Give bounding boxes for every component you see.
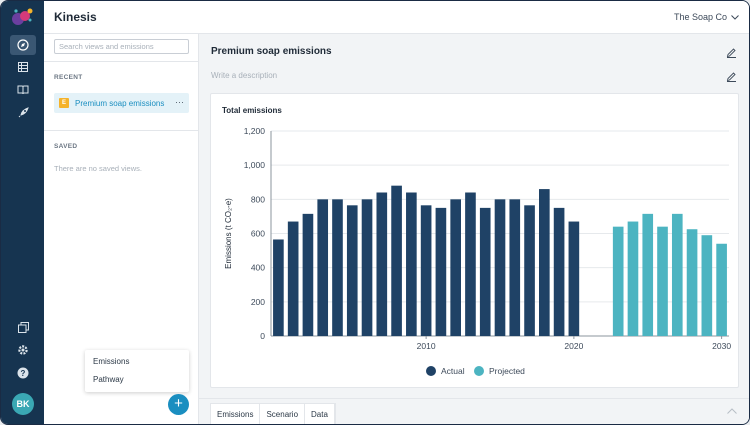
view-title: Premium soap emissions	[211, 46, 332, 57]
view-tabs: Emissions Scenario Data	[210, 403, 336, 424]
bar-projected	[657, 226, 668, 336]
divider	[44, 61, 199, 62]
y-tick-label: 200	[251, 297, 265, 307]
bar-actual	[302, 213, 314, 336]
x-tick-label: 2010	[417, 341, 436, 351]
y-tick-label: 0	[260, 331, 265, 341]
bar-projected	[612, 226, 624, 336]
recent-view-item[interactable]: E Premium soap emissions ···	[54, 93, 189, 113]
org-switcher[interactable]: The Soap Co	[674, 12, 739, 22]
bar-actual	[539, 189, 550, 336]
gear-icon	[18, 345, 28, 355]
top-bar: Kinesis The Soap Co	[44, 1, 749, 34]
rail-help-button[interactable]: ?	[10, 363, 36, 383]
y-tick-label: 400	[251, 263, 265, 273]
svg-text:?: ?	[21, 369, 26, 378]
chart-title: Total emissions	[222, 106, 282, 115]
chevron-up-icon[interactable]	[727, 408, 737, 414]
description-field[interactable]: Write a description	[211, 71, 278, 80]
y-axis-label: Emissions (t CO₂-e)	[224, 198, 233, 269]
bar-actual	[346, 205, 358, 336]
kinesis-logo	[12, 8, 33, 25]
bar-actual	[332, 199, 343, 336]
y-tick-label: 600	[251, 229, 265, 239]
rail-book-button[interactable]	[10, 80, 36, 100]
bar-actual	[391, 185, 402, 336]
legend-label-projected: Projected	[489, 366, 525, 376]
bar-actual	[524, 205, 535, 336]
emissions-chart: 0 200 400 600 800 1,000 1,200 2010 2020 2030 Emiss…	[224, 126, 731, 376]
layers-icon	[17, 321, 29, 333]
main-content: Premium soap emissions Write a descripti…	[199, 34, 749, 424]
recent-heading: RECENT	[54, 74, 83, 81]
menu-item-emissions[interactable]: Emissions	[93, 357, 130, 366]
y-tick-label: 1,200	[244, 126, 266, 136]
org-name: The Soap Co	[673, 12, 727, 22]
chevron-down-icon	[731, 14, 739, 20]
bar-actual	[465, 192, 476, 336]
bar-actual	[361, 199, 373, 336]
rail-settings-button[interactable]	[10, 340, 36, 360]
y-tick-label: 800	[251, 194, 265, 204]
rail-explore-button[interactable]	[10, 35, 36, 55]
bar-projected	[716, 243, 727, 336]
divider	[44, 130, 199, 131]
rocket-icon	[18, 107, 29, 118]
emissions-badge-icon: E	[59, 98, 69, 108]
nav-rail: ? BK	[1, 1, 44, 424]
tab-emissions[interactable]: Emissions	[211, 404, 261, 424]
saved-heading: SAVED	[54, 143, 78, 150]
legend-swatch-projected	[474, 366, 484, 376]
table-icon	[18, 62, 28, 72]
search-input[interactable]	[54, 39, 189, 54]
bar-projected	[701, 235, 713, 336]
saved-empty-text: There are no saved views.	[54, 164, 142, 173]
tab-scenario[interactable]: Scenario	[260, 404, 306, 424]
chart-card: Total emissions 0 200 400 600 800 1,000 1,200 2…	[210, 93, 739, 388]
rail-rocket-button[interactable]	[10, 103, 36, 123]
edit-title-icon[interactable]	[726, 47, 737, 58]
bar-projected	[686, 229, 698, 336]
divider	[199, 398, 749, 399]
book-icon	[17, 85, 29, 95]
x-tick-label: 2030	[712, 341, 731, 351]
bar-actual	[435, 207, 447, 336]
bar-projected	[671, 213, 683, 336]
recent-view-label: Premium soap emissions	[75, 98, 165, 108]
bar-actual	[553, 207, 565, 336]
bar-actual	[376, 192, 388, 336]
bar-actual	[494, 199, 506, 336]
edit-description-icon[interactable]	[726, 71, 737, 82]
bar-actual	[273, 239, 284, 336]
x-tick-label: 2020	[564, 341, 583, 351]
legend-swatch-actual	[426, 366, 436, 376]
menu-item-pathway[interactable]: Pathway	[93, 375, 124, 384]
help-icon: ?	[17, 367, 29, 379]
add-button[interactable]: +	[168, 394, 189, 415]
legend-label-actual: Actual	[441, 366, 465, 376]
explore-icon	[17, 39, 29, 51]
y-tick-label: 1,000	[244, 160, 266, 170]
bar-projected	[627, 221, 639, 336]
more-options-button[interactable]: ···	[175, 97, 184, 107]
bar-actual	[450, 199, 461, 336]
create-menu: Emissions Pathway	[85, 350, 189, 392]
bar-actual	[509, 199, 521, 336]
rail-layers-button[interactable]	[10, 317, 36, 337]
bar-actual	[406, 192, 417, 336]
bar-actual	[287, 221, 299, 336]
user-avatar[interactable]: BK	[12, 393, 34, 415]
app-title: Kinesis	[54, 10, 97, 24]
bar-actual	[479, 207, 491, 336]
bar-actual	[420, 205, 432, 336]
bar-projected	[642, 213, 654, 336]
bar-actual	[568, 221, 580, 336]
rail-table-button[interactable]	[10, 57, 36, 77]
tab-data[interactable]: Data	[305, 404, 335, 424]
bar-actual	[317, 199, 329, 336]
